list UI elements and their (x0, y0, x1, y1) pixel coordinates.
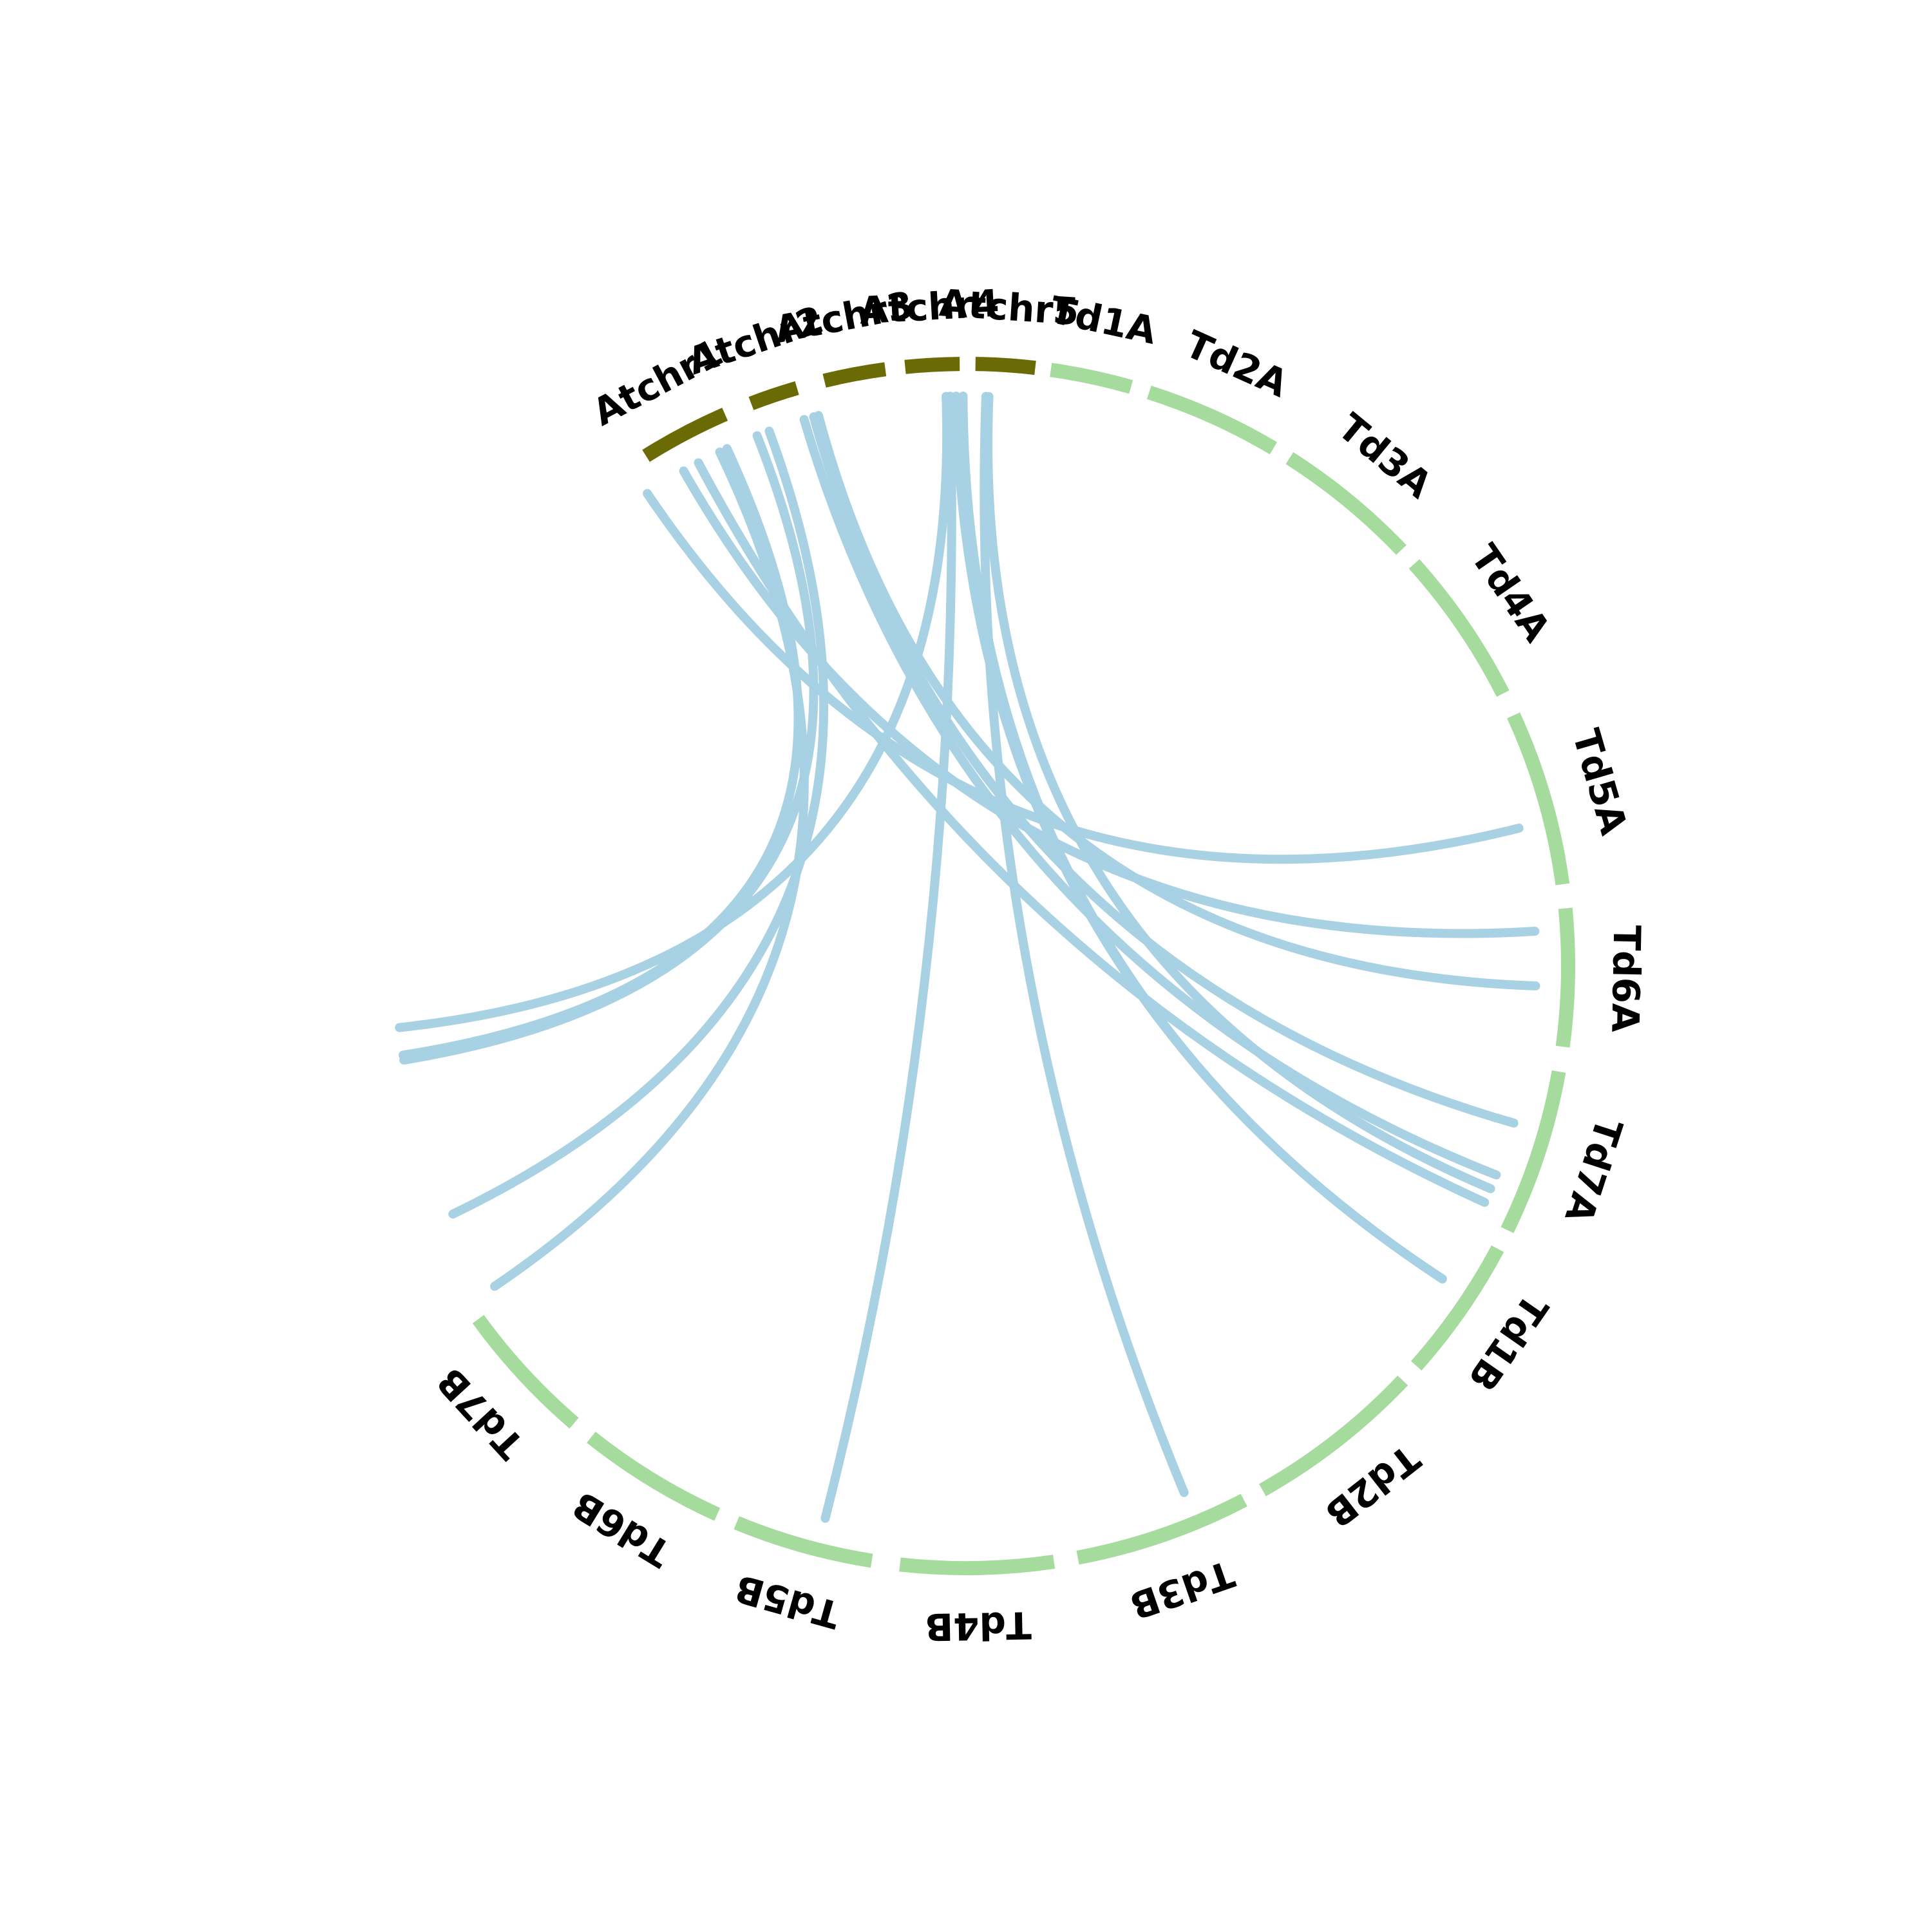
label-td5b: Td5B (730, 1566, 845, 1637)
label-td7a: Td7A (1556, 1113, 1631, 1228)
link-atchr5-td7b (395, 392, 952, 1032)
segment-atchr2 (748, 381, 799, 410)
link-atchr5-td3b (820, 392, 956, 1523)
label-td1b: Td1B (1460, 1287, 1557, 1399)
segment-td1b (1410, 1245, 1504, 1371)
segment-td4a (1408, 559, 1510, 697)
link-atchr5-td4b (980, 392, 1189, 1497)
link-atchr2-td6a (799, 415, 1501, 1180)
labels-layer: Atchr1Atchr2Atchr3Atchr4Atchr5Td1ATd2ATd… (428, 281, 1649, 1649)
segments-layer (472, 357, 1575, 1576)
segment-td2b (1258, 1376, 1408, 1497)
segment-td2a (1146, 385, 1278, 455)
segment-td1a (1050, 363, 1133, 394)
label-atchr5: Atchr5 (938, 281, 1080, 334)
segment-atchr4 (904, 357, 960, 374)
segment-td6a (1555, 907, 1575, 1048)
segment-td7a (1501, 1070, 1566, 1233)
link-atchr1-td6a (694, 458, 1490, 1207)
segment-td5a (1507, 712, 1570, 886)
label-td6a: Td6A (1603, 925, 1649, 1033)
links-layer (395, 392, 1540, 1523)
label-td3b: Td3B (1124, 1551, 1240, 1627)
label-td5a: Td5A (1564, 724, 1636, 840)
segment-atchr1 (642, 408, 728, 462)
link-atchr2-td6a (809, 412, 1519, 1128)
label-td1a: Td1A (1046, 288, 1160, 353)
segment-td3a (1285, 452, 1406, 555)
link-atchr1-td4a (643, 489, 1524, 864)
segment-td5b (734, 1516, 873, 1568)
label-td2a: Td2A (1179, 322, 1294, 406)
segment-td7b (472, 1314, 579, 1429)
label-td4a: Td4A (1463, 536, 1559, 650)
segment-td4b (899, 1555, 1056, 1576)
segment-atchr5 (975, 357, 1036, 375)
label-atchr4: Atchr4 (858, 281, 1000, 333)
segment-atchr3 (822, 362, 887, 388)
link-atchr1-td7a (679, 466, 1540, 938)
segment-td6b (587, 1432, 721, 1521)
link-atchr5-td7a (983, 392, 1495, 1193)
segment-td3b (1076, 1493, 1247, 1565)
label-td4b: Td4B (924, 1603, 1032, 1649)
link-atchr5-td1b (958, 392, 1447, 1283)
label-td6b: Td6B (565, 1482, 679, 1575)
